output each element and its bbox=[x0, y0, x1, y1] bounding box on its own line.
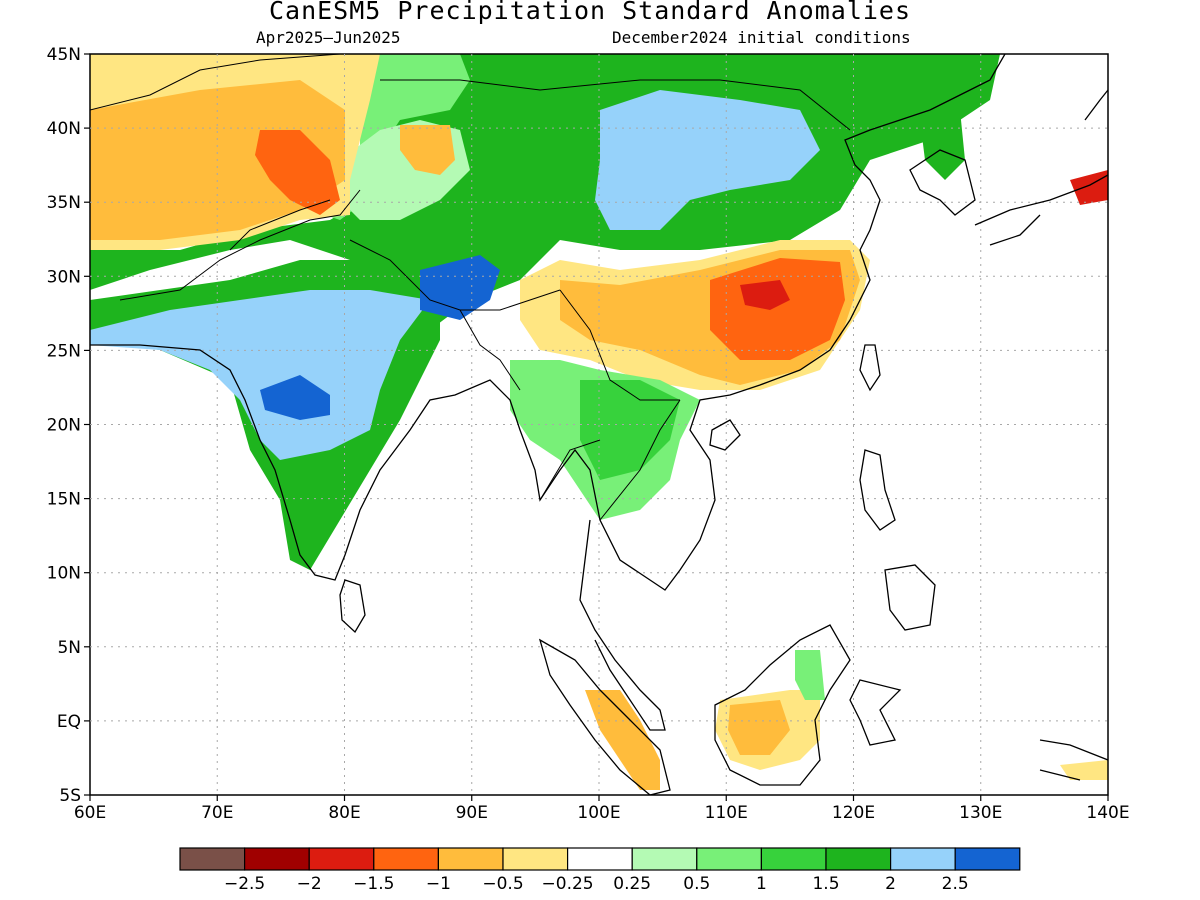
mindanao-coast bbox=[884, 564, 936, 631]
sri-lanka-coast bbox=[339, 579, 366, 634]
legend-swatch bbox=[437, 847, 504, 871]
legend-swatch bbox=[502, 847, 569, 871]
lat-label: 25N bbox=[47, 341, 81, 361]
lon-label: 70E bbox=[201, 803, 233, 823]
india-blue-core bbox=[260, 375, 330, 420]
national-borders bbox=[90, 54, 851, 521]
korea-coast bbox=[909, 149, 976, 216]
japan-coast bbox=[974, 89, 1108, 246]
lon-label: 100E bbox=[577, 803, 620, 823]
legend-label: 2.5 bbox=[942, 874, 969, 894]
borneo-orange bbox=[728, 700, 790, 755]
legend-swatch bbox=[308, 847, 375, 871]
mainland-asia-coast bbox=[90, 54, 1006, 591]
lat-label: 20N bbox=[47, 416, 81, 436]
lon-label: 140E bbox=[1086, 803, 1129, 823]
legend-label: −2.5 bbox=[224, 874, 265, 894]
legend-label: 1 bbox=[756, 874, 767, 894]
south-china-red-orange bbox=[710, 258, 845, 360]
sumatra-coast bbox=[538, 638, 671, 795]
taiwan-coast bbox=[859, 344, 881, 392]
lat-label: 10N bbox=[47, 564, 81, 584]
hainan-coast bbox=[709, 419, 741, 451]
png-light-orange bbox=[1060, 760, 1108, 780]
legend-label: 0.5 bbox=[683, 874, 710, 894]
legend-label: −1 bbox=[426, 874, 451, 894]
legend-swatch bbox=[825, 847, 892, 871]
borneo-light-green bbox=[795, 650, 825, 700]
legend-swatch bbox=[566, 847, 633, 871]
legend-label: 1.5 bbox=[812, 874, 839, 894]
tibet-orange-blob bbox=[400, 125, 455, 175]
lat-label: 30N bbox=[47, 267, 81, 287]
lat-label: 40N bbox=[47, 119, 81, 139]
anomaly-fill-layer bbox=[90, 54, 1108, 790]
lat-label: 45N bbox=[47, 45, 81, 65]
legend-swatch bbox=[954, 847, 1021, 871]
luzon-coast bbox=[859, 449, 896, 531]
initial-conditions: December2024 initial conditions bbox=[612, 28, 911, 47]
india-light-blue bbox=[90, 290, 430, 460]
lon-label: 120E bbox=[832, 803, 875, 823]
lon-label: 130E bbox=[959, 803, 1002, 823]
indochina-green bbox=[580, 380, 680, 480]
legend-label: −2 bbox=[297, 874, 322, 894]
lat-label: 5S bbox=[59, 786, 81, 806]
sumatra-orange bbox=[585, 690, 660, 790]
color-legend: −2.5 −2 −1.5 −1 −0.5 −0.25 0.25 0.5 1 1.5 2 2.5 bbox=[179, 847, 1021, 894]
korea-green bbox=[920, 110, 965, 180]
borneo-coast bbox=[714, 624, 851, 786]
graticule bbox=[90, 54, 1108, 795]
legend-swatch bbox=[631, 847, 698, 871]
forecast-period: Apr2025–Jun2025 bbox=[256, 28, 401, 47]
kashmir-dark-orange bbox=[255, 130, 340, 215]
lon-label: 90E bbox=[456, 803, 488, 823]
legend-label: 2 bbox=[885, 874, 896, 894]
png-coast bbox=[1039, 739, 1108, 781]
mongolia-light-blue bbox=[595, 90, 820, 230]
japan-red bbox=[1070, 170, 1108, 205]
legend-swatch bbox=[889, 847, 956, 871]
legend-swatch bbox=[696, 847, 762, 871]
lat-label: 15N bbox=[47, 490, 81, 510]
lat-label: 35N bbox=[47, 193, 81, 213]
lon-label: 110E bbox=[705, 803, 748, 823]
north-light-green bbox=[310, 54, 470, 220]
legend-swatch bbox=[760, 847, 827, 871]
coastline-layer bbox=[90, 54, 1108, 795]
legend-label: −1.5 bbox=[353, 874, 394, 894]
lat-label: EQ bbox=[57, 712, 81, 732]
sulawesi-coast bbox=[849, 679, 902, 746]
legend-swatch bbox=[373, 847, 439, 871]
lon-label: 60E bbox=[74, 803, 106, 823]
legend-swatch bbox=[179, 847, 246, 871]
map-title: CanESM5 Precipitation Standard Anomalies bbox=[268, 0, 912, 25]
legend-label: −0.5 bbox=[482, 874, 523, 894]
legend-label: −0.25 bbox=[542, 874, 594, 894]
lon-label: 80E bbox=[328, 803, 360, 823]
south-china-red-core bbox=[740, 280, 790, 310]
legend-label: 0.25 bbox=[613, 874, 651, 894]
malay-peninsula-coast bbox=[579, 519, 666, 731]
lat-label: 5N bbox=[57, 638, 81, 658]
legend-swatch bbox=[244, 847, 310, 871]
